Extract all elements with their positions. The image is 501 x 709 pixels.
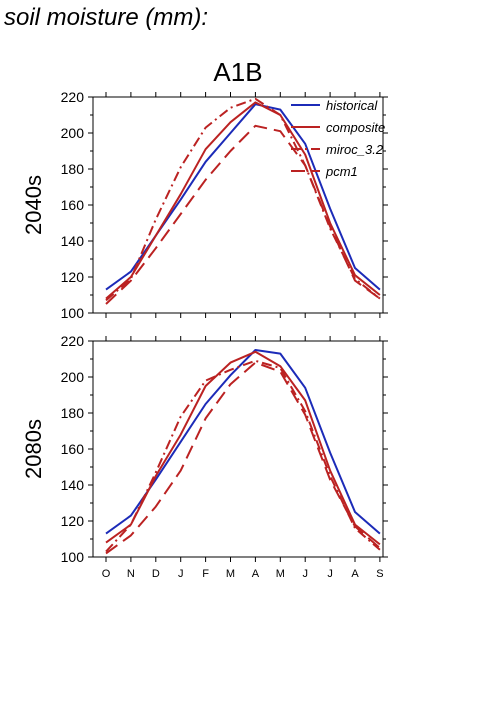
series-line-miroc-3-2 xyxy=(105,97,381,302)
x-tick-label: M xyxy=(276,568,285,580)
x-tick-label: A xyxy=(252,568,260,580)
series-line-historical xyxy=(105,349,381,535)
y-tick-label: 220 xyxy=(61,333,85,349)
row-label: 2040s xyxy=(21,175,46,235)
legend-label: pcm1 xyxy=(325,164,358,179)
y-tick-label: 120 xyxy=(61,269,85,285)
scenario-label: A1B xyxy=(213,57,262,87)
series-line-miroc-3-2 xyxy=(105,359,381,553)
series-line-pcm1 xyxy=(105,361,381,555)
chart-legend: historical composite miroc_3.2 pcm1 xyxy=(291,98,385,179)
x-tick-label: J xyxy=(302,568,308,580)
row-label: 2080s xyxy=(21,419,46,479)
x-tick-label: A xyxy=(351,568,359,580)
y-tick-label: 140 xyxy=(61,477,85,493)
y-tick-label: 100 xyxy=(61,305,85,321)
chart-panel-2040s: 100 120 140 160 180 200 220 2040s historical comp… xyxy=(21,89,388,321)
series-line-composite xyxy=(105,101,381,300)
series-line-composite xyxy=(105,350,381,546)
plot-frame xyxy=(92,340,384,558)
legend-label: miroc_3.2 xyxy=(326,142,384,157)
y-tick-label: 160 xyxy=(61,441,85,457)
x-tick-label: O xyxy=(102,568,111,580)
x-tick-label: N xyxy=(127,568,135,580)
y-tick-label: 180 xyxy=(61,161,85,177)
legend-label: composite xyxy=(326,120,385,135)
page-title: soil moisture (mm): xyxy=(4,4,209,31)
x-tick-label: F xyxy=(202,568,209,580)
x-tick-label: J xyxy=(178,568,184,580)
y-tick-label: 220 xyxy=(61,89,85,105)
chart-panel-2080s: 100 120 140 160 180 200 220 O N D J F M A M J J A S 2080s xyxy=(21,333,388,580)
panels-layer: 100 120 140 160 180 200 220 2040s historical comp… xyxy=(21,89,388,580)
series-line-pcm1 xyxy=(105,124,381,305)
x-tick-label: S xyxy=(376,568,383,580)
y-tick-label: 140 xyxy=(61,233,85,249)
y-tick-label: 120 xyxy=(61,513,85,529)
y-tick-label: 100 xyxy=(61,549,85,565)
x-tick-label: M xyxy=(226,568,235,580)
y-tick-label: 200 xyxy=(61,125,85,141)
y-tick-label: 160 xyxy=(61,197,85,213)
x-tick-label: D xyxy=(152,568,160,580)
y-tick-label: 180 xyxy=(61,405,85,421)
y-tick-label: 200 xyxy=(61,369,85,385)
legend-label: historical xyxy=(326,98,378,113)
x-tick-label: J xyxy=(327,568,333,580)
